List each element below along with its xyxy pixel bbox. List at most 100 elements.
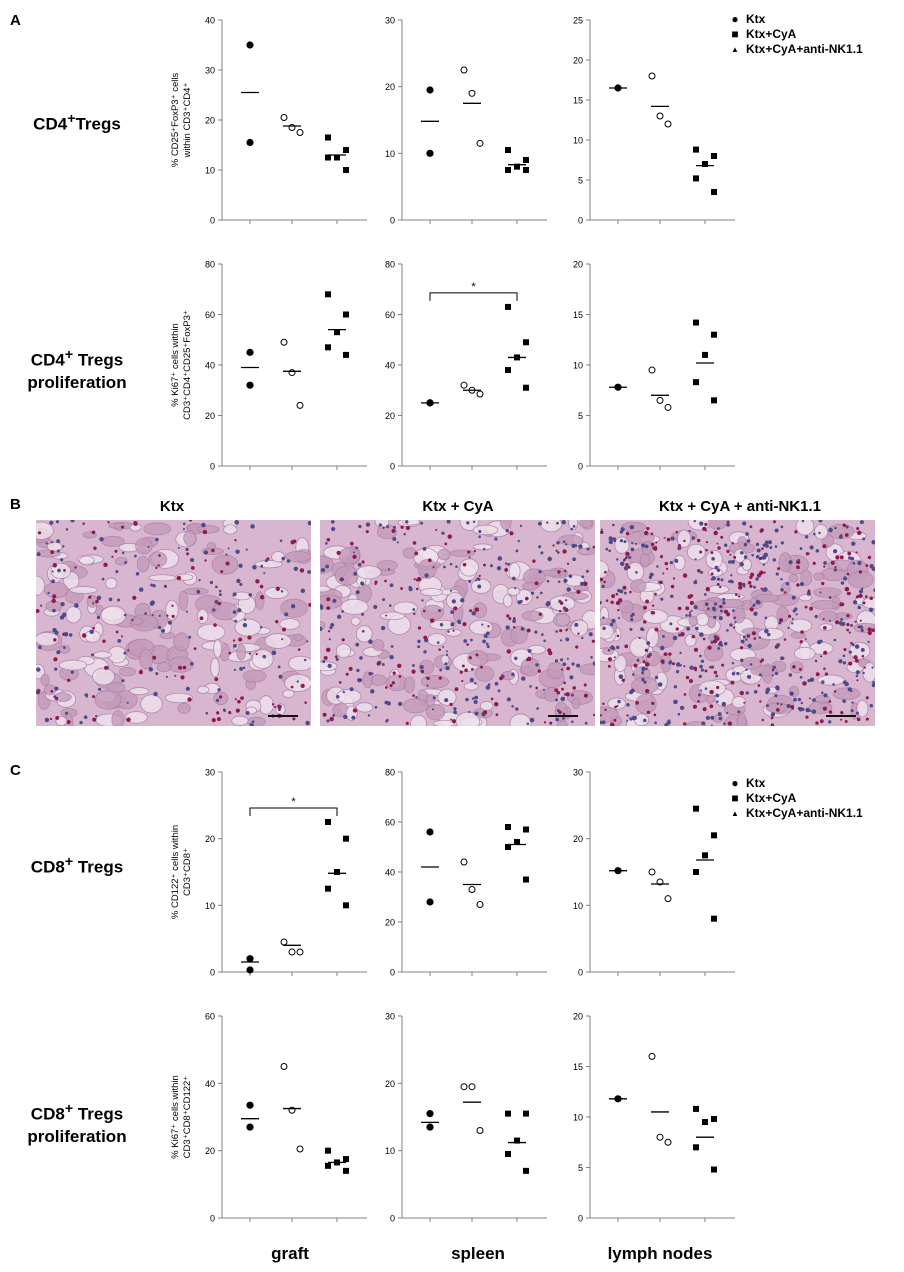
stained-cell bbox=[417, 626, 422, 630]
stained-cell bbox=[809, 545, 814, 550]
stained-cell bbox=[644, 662, 650, 667]
stained-cell bbox=[382, 526, 385, 529]
data-point bbox=[693, 379, 699, 386]
stained-cell bbox=[331, 526, 336, 532]
y-tick-label: 15 bbox=[573, 1062, 583, 1072]
stained-cell bbox=[686, 626, 691, 631]
stained-cell bbox=[771, 674, 774, 677]
tubule bbox=[165, 599, 179, 621]
data-point bbox=[460, 1083, 468, 1091]
stained-cell bbox=[828, 700, 832, 703]
stained-cell bbox=[654, 627, 659, 632]
stained-cell bbox=[529, 717, 535, 723]
stained-cell bbox=[769, 546, 773, 550]
stained-cell bbox=[747, 674, 752, 679]
data-point bbox=[693, 1105, 699, 1112]
stained-cell bbox=[416, 576, 422, 582]
stained-cell bbox=[494, 701, 499, 707]
stained-cell bbox=[218, 695, 223, 699]
data-point bbox=[468, 386, 476, 394]
tubule bbox=[736, 712, 747, 726]
tubule bbox=[36, 631, 60, 647]
y-tick-label: 40 bbox=[205, 361, 215, 371]
stained-cell bbox=[538, 612, 542, 616]
stained-cell bbox=[385, 719, 388, 723]
stained-cell bbox=[683, 722, 687, 726]
tubule bbox=[94, 689, 122, 710]
stained-cell bbox=[277, 708, 281, 711]
stained-cell bbox=[710, 715, 715, 720]
stained-cell bbox=[543, 639, 546, 643]
stained-cell bbox=[38, 645, 42, 650]
stained-cell bbox=[555, 717, 559, 722]
stained-cell bbox=[330, 622, 335, 627]
data-point bbox=[523, 157, 529, 163]
y-tick-label: 0 bbox=[390, 462, 395, 472]
stained-cell bbox=[335, 657, 339, 661]
data-point bbox=[523, 1167, 529, 1174]
stained-cell bbox=[702, 707, 707, 712]
y-tick-label: 40 bbox=[205, 16, 215, 26]
stained-cell bbox=[235, 549, 240, 554]
stained-cell bbox=[652, 611, 656, 615]
tubule bbox=[607, 697, 627, 710]
stained-cell bbox=[607, 657, 613, 662]
stained-cell bbox=[788, 673, 793, 677]
stained-cell bbox=[214, 677, 219, 682]
stained-cell bbox=[775, 707, 780, 712]
stained-cell bbox=[121, 679, 125, 683]
stained-cell bbox=[800, 630, 804, 634]
data-point bbox=[505, 167, 511, 173]
stained-cell bbox=[217, 688, 221, 692]
stained-cell bbox=[756, 573, 762, 578]
tubule bbox=[813, 524, 829, 540]
stained-cell bbox=[649, 572, 654, 577]
stained-cell bbox=[716, 700, 719, 703]
stained-cell bbox=[308, 602, 311, 607]
tubule bbox=[626, 531, 655, 545]
tubule bbox=[686, 721, 706, 726]
stained-cell bbox=[828, 619, 831, 622]
stained-cell bbox=[583, 693, 588, 698]
stained-cell bbox=[332, 714, 336, 717]
stained-cell bbox=[512, 619, 517, 623]
stained-cell bbox=[490, 697, 494, 701]
stained-cell bbox=[92, 626, 95, 630]
stained-cell bbox=[107, 520, 110, 524]
stained-cell bbox=[734, 621, 737, 624]
stained-cell bbox=[812, 561, 816, 565]
stained-cell bbox=[762, 563, 766, 566]
stained-cell bbox=[300, 588, 306, 594]
stained-cell bbox=[665, 567, 669, 571]
data-point bbox=[523, 167, 529, 173]
stained-cell bbox=[571, 662, 575, 666]
stained-cell bbox=[562, 549, 567, 554]
stained-cell bbox=[675, 669, 680, 674]
stained-cell bbox=[852, 561, 856, 565]
stained-cell bbox=[688, 611, 692, 614]
stained-cell bbox=[581, 636, 584, 640]
stained-cell bbox=[672, 662, 676, 666]
stained-cell bbox=[747, 643, 752, 648]
stained-cell bbox=[592, 545, 595, 549]
y-tick-label: 30 bbox=[205, 66, 215, 76]
stained-cell bbox=[198, 579, 201, 582]
stained-cell bbox=[689, 600, 694, 605]
stained-cell bbox=[422, 609, 426, 613]
stained-cell bbox=[616, 558, 619, 561]
stained-cell bbox=[60, 601, 65, 607]
stained-cell bbox=[855, 551, 858, 554]
stained-cell bbox=[602, 626, 606, 631]
tubule bbox=[196, 623, 226, 641]
stained-cell bbox=[424, 573, 429, 578]
stained-cell bbox=[477, 577, 481, 582]
stained-cell bbox=[670, 536, 675, 541]
stained-cell bbox=[497, 556, 503, 561]
stained-cell bbox=[657, 581, 661, 584]
stained-cell bbox=[723, 722, 726, 726]
tubule bbox=[449, 549, 476, 557]
stained-cell bbox=[155, 672, 159, 676]
stained-cell bbox=[470, 638, 473, 642]
stained-cell bbox=[716, 685, 720, 690]
stained-cell bbox=[435, 528, 438, 531]
